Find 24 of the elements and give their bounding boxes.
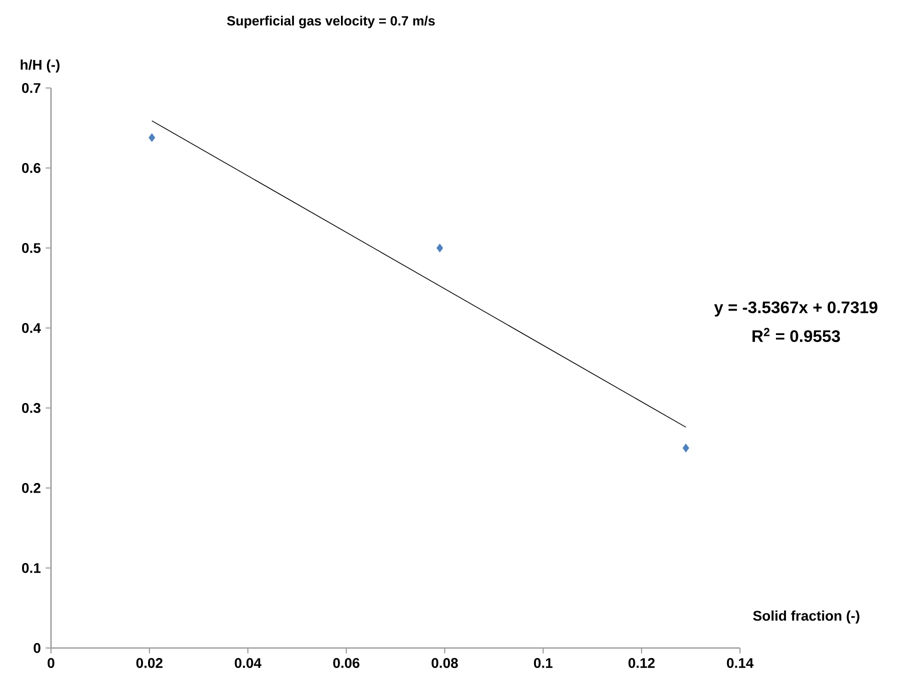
text: R$^{2}$ = 0.9553: [752, 328, 840, 342]
point: [436, 244, 444, 252]
point: [682, 444, 690, 452]
y-tick-label: 0.7: [22, 83, 40, 93]
x-tick-label: 0.1: [534, 658, 552, 668]
y-tick-label: 0: [34, 643, 40, 653]
y-tick-label: 0.6: [22, 163, 40, 173]
x-tick-label: 0: [48, 658, 54, 668]
y-tick-label: 0.2: [22, 483, 40, 493]
y-tick-label: 0.3: [22, 403, 40, 413]
point: [148, 133, 156, 142]
x-tick-label: 0.14: [726, 658, 754, 668]
x-tick-label: 0.12: [628, 658, 655, 668]
x-tick-label: 0.02: [136, 658, 162, 668]
annotation: y = -3.5367x + 0.7319: [714, 301, 878, 317]
x-axis-title: Solid fraction (-): [753, 610, 860, 624]
y-tick-label: 0.5: [22, 243, 41, 253]
chart-title: Superficial gas velocity = 0.7 m/s: [227, 16, 435, 28]
y-tick-label: 0.4: [22, 323, 41, 333]
y-tick-label: 0.1: [22, 563, 41, 573]
x-tick-label: 0.04: [234, 658, 262, 668]
y-axis-title: h/H (-): [20, 59, 60, 73]
x-tick-label: 0.08: [432, 658, 458, 668]
x-tick-label: 0.06: [333, 658, 360, 668]
